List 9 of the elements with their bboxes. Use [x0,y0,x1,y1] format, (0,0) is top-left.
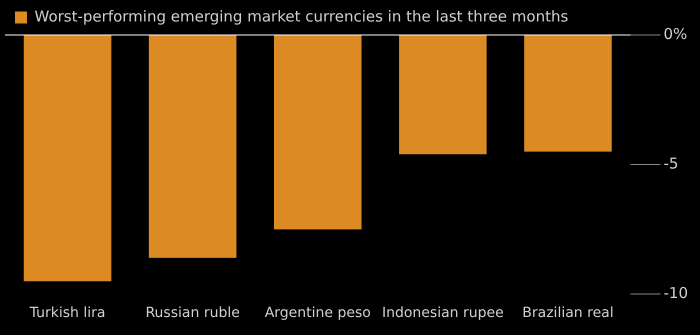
x-tick-label: Argentine peso [264,305,371,322]
y-tick-label: -10 [664,284,688,302]
x-tick-label: Turkish lira [28,305,106,322]
x-tick-label: Indonesian rupee [382,305,504,322]
x-tick-label: Russian ruble [145,305,240,322]
y-tick-label: -5 [664,154,678,172]
y-tick-label: 0% [664,24,688,43]
legend-label: Worst-performing emerging market currencies in the last three months [34,7,568,26]
x-tick-label: Brazilian real [522,305,614,322]
